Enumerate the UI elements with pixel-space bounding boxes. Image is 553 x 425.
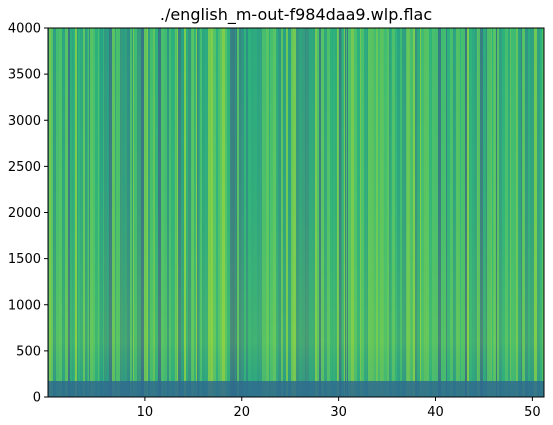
y-tick-label: 1500 bbox=[8, 252, 41, 267]
plot-frame bbox=[47, 27, 545, 398]
x-tick-label: 40 bbox=[427, 405, 444, 420]
x-tick-label: 30 bbox=[330, 405, 347, 420]
y-tick-label: 2000 bbox=[8, 206, 41, 221]
y-tick-label: 3500 bbox=[8, 68, 41, 83]
x-axis: 10 20 30 40 50 bbox=[137, 397, 541, 420]
y-tick-label: 500 bbox=[16, 344, 41, 359]
y-tick-label: 0 bbox=[33, 391, 41, 406]
y-tick-label: 1000 bbox=[8, 298, 41, 313]
y-tick-label: 3000 bbox=[8, 114, 41, 129]
y-tick-label: 2500 bbox=[8, 160, 41, 175]
y-tick-label: 4000 bbox=[8, 22, 41, 37]
chart-title: ./english_m-out-f984daa9.wlp.flac bbox=[160, 5, 432, 25]
x-tick-label: 20 bbox=[233, 405, 250, 420]
x-tick-label: 50 bbox=[524, 405, 541, 420]
x-tick-label: 10 bbox=[137, 405, 154, 420]
spectrogram-plot-area bbox=[48, 28, 544, 397]
y-axis: 0 500 1000 1500 2000 2500 3000 3500 4000 bbox=[8, 22, 48, 406]
spectrogram-shading bbox=[48, 28, 544, 397]
spectrogram-low-frequency-band bbox=[48, 381, 544, 397]
